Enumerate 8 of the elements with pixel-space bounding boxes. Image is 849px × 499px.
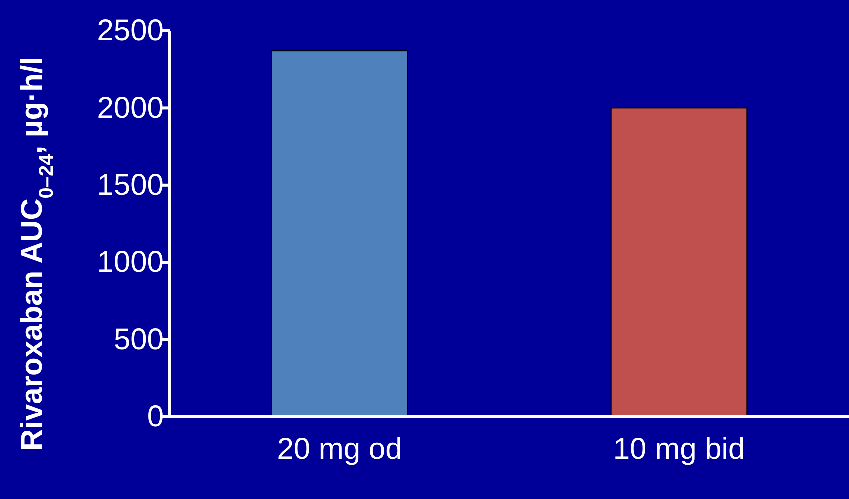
y-tick-label: 2500 (97, 14, 164, 48)
y-tick-label: 500 (114, 323, 164, 356)
y-tick-label: 1500 (97, 169, 164, 202)
y-tick-label: 0 (147, 400, 164, 434)
x-tick-label: 10 mg bid (613, 433, 746, 466)
x-tick-label: 20 mg od (277, 433, 402, 466)
y-tick-label: 2000 (97, 92, 164, 125)
y-tick-label: 1000 (97, 246, 164, 280)
